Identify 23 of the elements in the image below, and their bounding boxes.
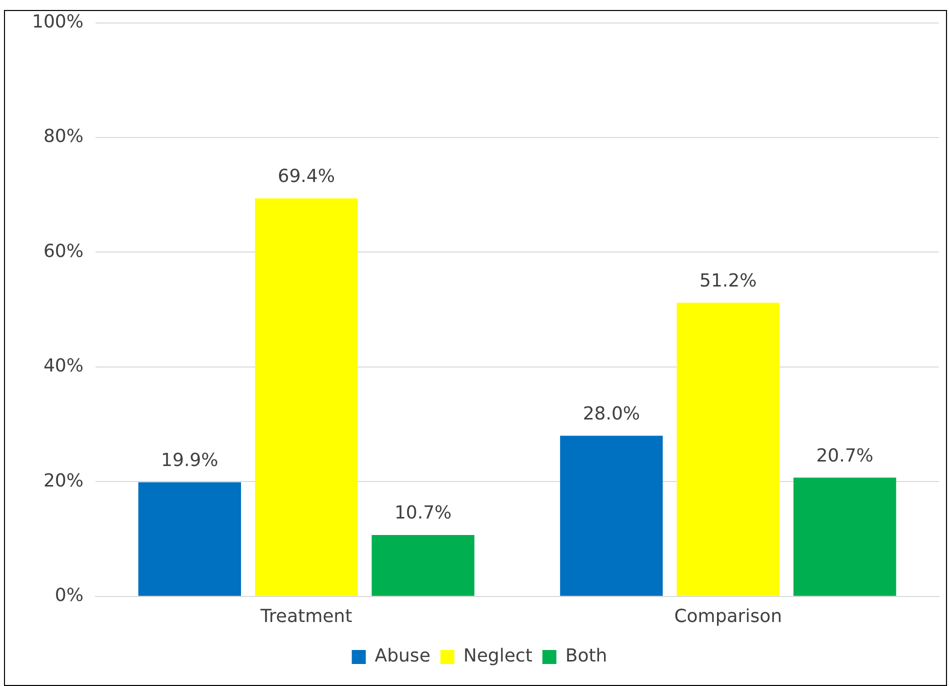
y-tick-label: 60%	[43, 240, 84, 262]
data-label: 69.4%	[278, 166, 335, 187]
y-tick-label: 80%	[43, 126, 84, 148]
y-tick-label: 20%	[43, 470, 84, 492]
bar	[676, 302, 780, 596]
bar	[138, 482, 241, 596]
y-tick-label: 40%	[43, 356, 84, 377]
legend-label: Neglect	[463, 646, 532, 667]
legend-label: Both	[565, 646, 608, 667]
bar	[255, 198, 358, 596]
bar	[372, 535, 474, 596]
data-label: 10.7%	[394, 502, 452, 524]
y-tick-label: 0%	[54, 585, 84, 606]
x-tick-label: Comparison	[674, 606, 782, 627]
bar	[560, 436, 663, 596]
data-label: 19.9%	[161, 450, 218, 471]
y-tick-label: 100%	[32, 11, 84, 32]
bar	[793, 478, 896, 596]
x-tick-label: Treatment	[260, 606, 352, 627]
data-label: 51.2%	[700, 270, 757, 292]
data-label: 20.7%	[816, 445, 874, 466]
data-label: 28.0%	[582, 403, 640, 424]
legend-label: Abuse	[374, 646, 430, 667]
